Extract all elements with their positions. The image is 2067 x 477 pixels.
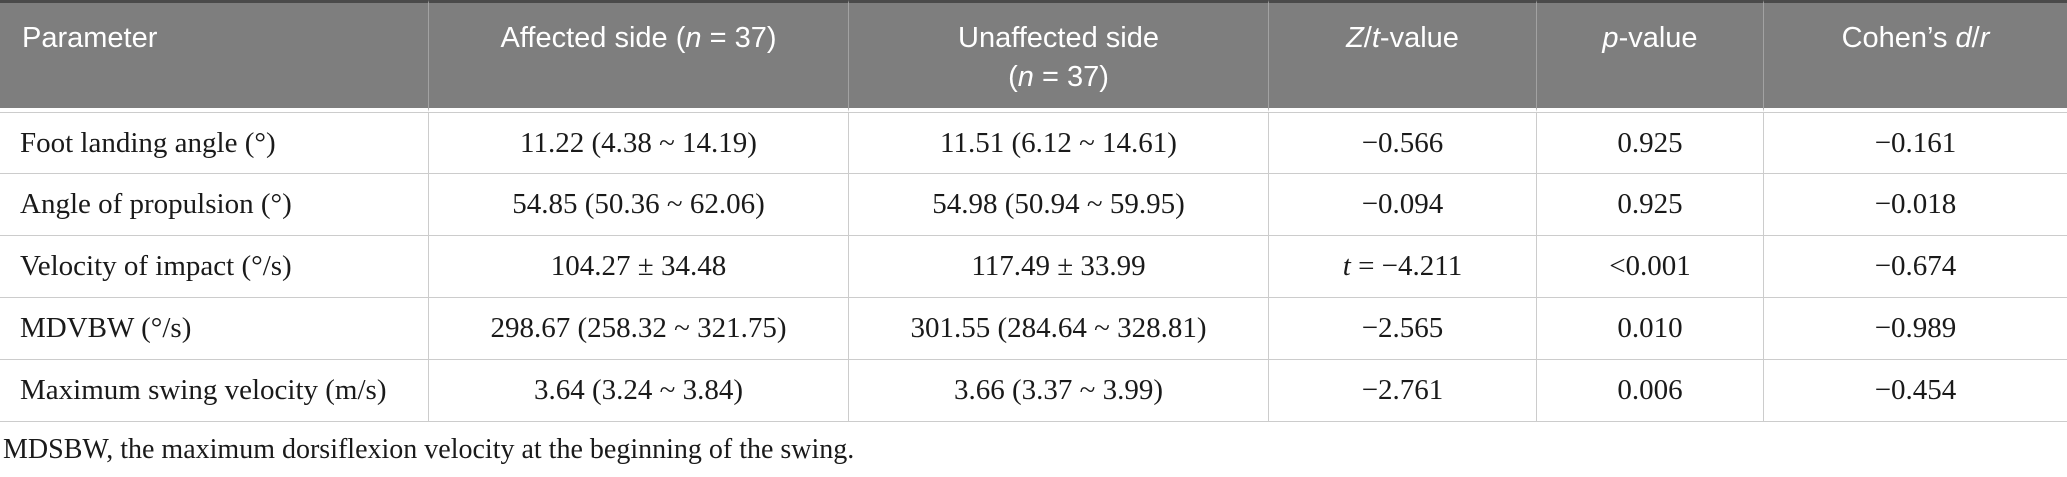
cell-effect-size: −0.989 xyxy=(1763,298,2067,360)
cell-zt-value: −2.565 xyxy=(1268,298,1536,360)
cell-parameter: Maximum swing velocity (m/s) xyxy=(0,360,428,422)
cell-zt-value: −0.094 xyxy=(1268,174,1536,236)
cell-unaffected: 11.51 (6.12 ~ 14.61) xyxy=(848,112,1268,174)
cell-parameter: MDVBW (°/s) xyxy=(0,298,428,360)
cell-p-value: 0.010 xyxy=(1536,298,1763,360)
header-affected-side: Affected side (n = 37) xyxy=(428,0,848,112)
cell-affected: 11.22 (4.38 ~ 14.19) xyxy=(428,112,848,174)
cell-unaffected: 54.98 (50.94 ~ 59.95) xyxy=(848,174,1268,236)
cell-unaffected: 301.55 (284.64 ~ 328.81) xyxy=(848,298,1268,360)
cell-p-value: <0.001 xyxy=(1536,236,1763,298)
cell-effect-size: −0.018 xyxy=(1763,174,2067,236)
header-row: Parameter Affected side (n = 37) Unaffec… xyxy=(0,0,2067,112)
cell-unaffected: 3.66 (3.37 ~ 3.99) xyxy=(848,360,1268,422)
header-cohens-dr: Cohen’s d/r xyxy=(1763,0,2067,112)
header-unaffected-side: Unaffected side (n = 37) xyxy=(848,0,1268,112)
table-figure: Parameter Affected side (n = 37) Unaffec… xyxy=(0,0,2067,465)
table-footnote: MDSBW, the maximum dorsiflexion velocity… xyxy=(3,434,855,465)
cell-effect-size: −0.454 xyxy=(1763,360,2067,422)
header-zt-value: Z/t-value xyxy=(1268,0,1536,112)
cell-zt-value: −2.761 xyxy=(1268,360,1536,422)
cell-zt-value: t = −4.211 xyxy=(1268,236,1536,298)
header-p-value: p-value xyxy=(1536,0,1763,112)
table-row: Velocity of impact (°/s) 104.27 ± 34.48 … xyxy=(0,236,2067,298)
table-row: Maximum swing velocity (m/s) 3.64 (3.24 … xyxy=(0,360,2067,422)
cell-p-value: 0.925 xyxy=(1536,112,1763,174)
cell-parameter: Velocity of impact (°/s) xyxy=(0,236,428,298)
results-table: Parameter Affected side (n = 37) Unaffec… xyxy=(0,0,2067,422)
cell-affected: 298.67 (258.32 ~ 321.75) xyxy=(428,298,848,360)
cell-parameter: Angle of propulsion (°) xyxy=(0,174,428,236)
cell-unaffected: 117.49 ± 33.99 xyxy=(848,236,1268,298)
table-row: MDVBW (°/s) 298.67 (258.32 ~ 321.75) 301… xyxy=(0,298,2067,360)
cell-affected: 54.85 (50.36 ~ 62.06) xyxy=(428,174,848,236)
table-header: Parameter Affected side (n = 37) Unaffec… xyxy=(0,0,2067,112)
cell-zt-value: −0.566 xyxy=(1268,112,1536,174)
cell-parameter: Foot landing angle (°) xyxy=(0,112,428,174)
cell-p-value: 0.006 xyxy=(1536,360,1763,422)
cell-p-value: 0.925 xyxy=(1536,174,1763,236)
cell-effect-size: −0.674 xyxy=(1763,236,2067,298)
cell-affected: 104.27 ± 34.48 xyxy=(428,236,848,298)
header-parameter: Parameter xyxy=(0,0,428,112)
table-row: Foot landing angle (°) 11.22 (4.38 ~ 14.… xyxy=(0,112,2067,174)
cell-affected: 3.64 (3.24 ~ 3.84) xyxy=(428,360,848,422)
table-body: Foot landing angle (°) 11.22 (4.38 ~ 14.… xyxy=(0,112,2067,422)
table-row: Angle of propulsion (°) 54.85 (50.36 ~ 6… xyxy=(0,174,2067,236)
cell-effect-size: −0.161 xyxy=(1763,112,2067,174)
